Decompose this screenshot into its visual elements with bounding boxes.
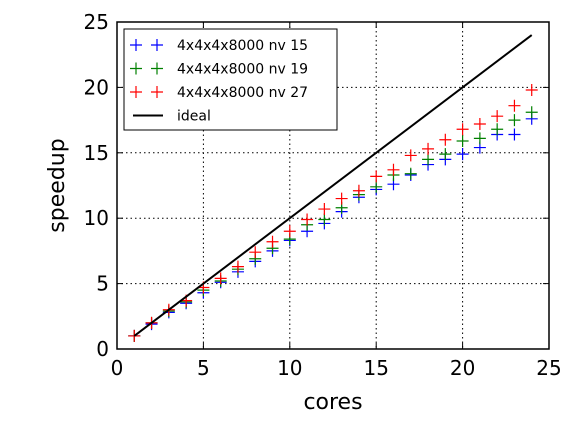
- x-tick-label: 0: [111, 356, 124, 380]
- legend-box: [123, 28, 338, 131]
- x-tick-label: 10: [277, 356, 302, 380]
- y-tick-label: 0: [96, 337, 109, 361]
- data-point: [422, 142, 435, 155]
- x-tick-label: 15: [363, 356, 388, 380]
- data-point: [456, 123, 469, 136]
- legend-marker: [151, 62, 163, 75]
- data-point: [473, 132, 486, 145]
- x-tick-label: 5: [197, 356, 210, 380]
- data-point: [508, 99, 521, 112]
- legend-marker: [130, 86, 142, 98]
- data-point: [266, 235, 279, 248]
- data-point: [525, 106, 538, 119]
- ideal-line: [133, 34, 533, 337]
- data-point: [508, 114, 521, 127]
- data-point: [214, 272, 227, 285]
- data-point: [508, 128, 521, 141]
- data-point: [491, 123, 504, 136]
- legend-label: 4x4x4x8000 nv 15: [177, 38, 308, 54]
- plot-frame: [116, 21, 550, 350]
- data-point: [439, 148, 452, 161]
- x-axis-label: cores: [303, 390, 362, 415]
- data-point: [491, 110, 504, 123]
- data-point: [301, 213, 314, 226]
- legend-label: 4x4x4x8000 nv 27: [177, 85, 308, 101]
- data-point: [370, 170, 383, 183]
- data-point: [404, 149, 417, 162]
- chart-marks: [128, 34, 538, 342]
- y-tick-label: 5: [96, 272, 109, 296]
- x-tick-label: 20: [450, 356, 475, 380]
- legend-label: 4x4x4x8000 nv 19: [177, 62, 308, 78]
- legend-label: ideal: [177, 109, 211, 125]
- data-point: [404, 167, 417, 180]
- axis-ticks: 0 5 10 15 20 25 0 5 10 15 20 25: [84, 10, 562, 380]
- data-point: [387, 163, 400, 176]
- data-point: [370, 180, 383, 193]
- data-point: [318, 203, 331, 216]
- data-point: [283, 225, 296, 238]
- data-point: [335, 192, 348, 205]
- data-point: [439, 133, 452, 146]
- data-point: [525, 84, 538, 97]
- y-tick-label: 25: [84, 10, 109, 34]
- data-point: [422, 153, 435, 166]
- legend-marker: [130, 62, 142, 75]
- legend: 4x4x4x8000 nv 15 4x4x4x8000 nv 19 4x4x4x80…: [123, 28, 338, 131]
- y-tick-label: 20: [84, 75, 109, 99]
- data-point: [456, 135, 469, 148]
- y-tick-label: 10: [84, 206, 109, 230]
- legend-marker: [151, 86, 163, 98]
- data-point: [473, 118, 486, 131]
- y-tick-label: 15: [84, 141, 109, 165]
- y-axis-label: speedup: [45, 138, 70, 232]
- data-point: [352, 184, 365, 197]
- x-tick-label: 25: [536, 356, 561, 380]
- data-point: [318, 213, 331, 226]
- legend-marker: [130, 39, 142, 51]
- data-point: [456, 148, 469, 161]
- data-point: [249, 246, 262, 259]
- data-point: [231, 260, 244, 273]
- legend-marker: [151, 39, 163, 51]
